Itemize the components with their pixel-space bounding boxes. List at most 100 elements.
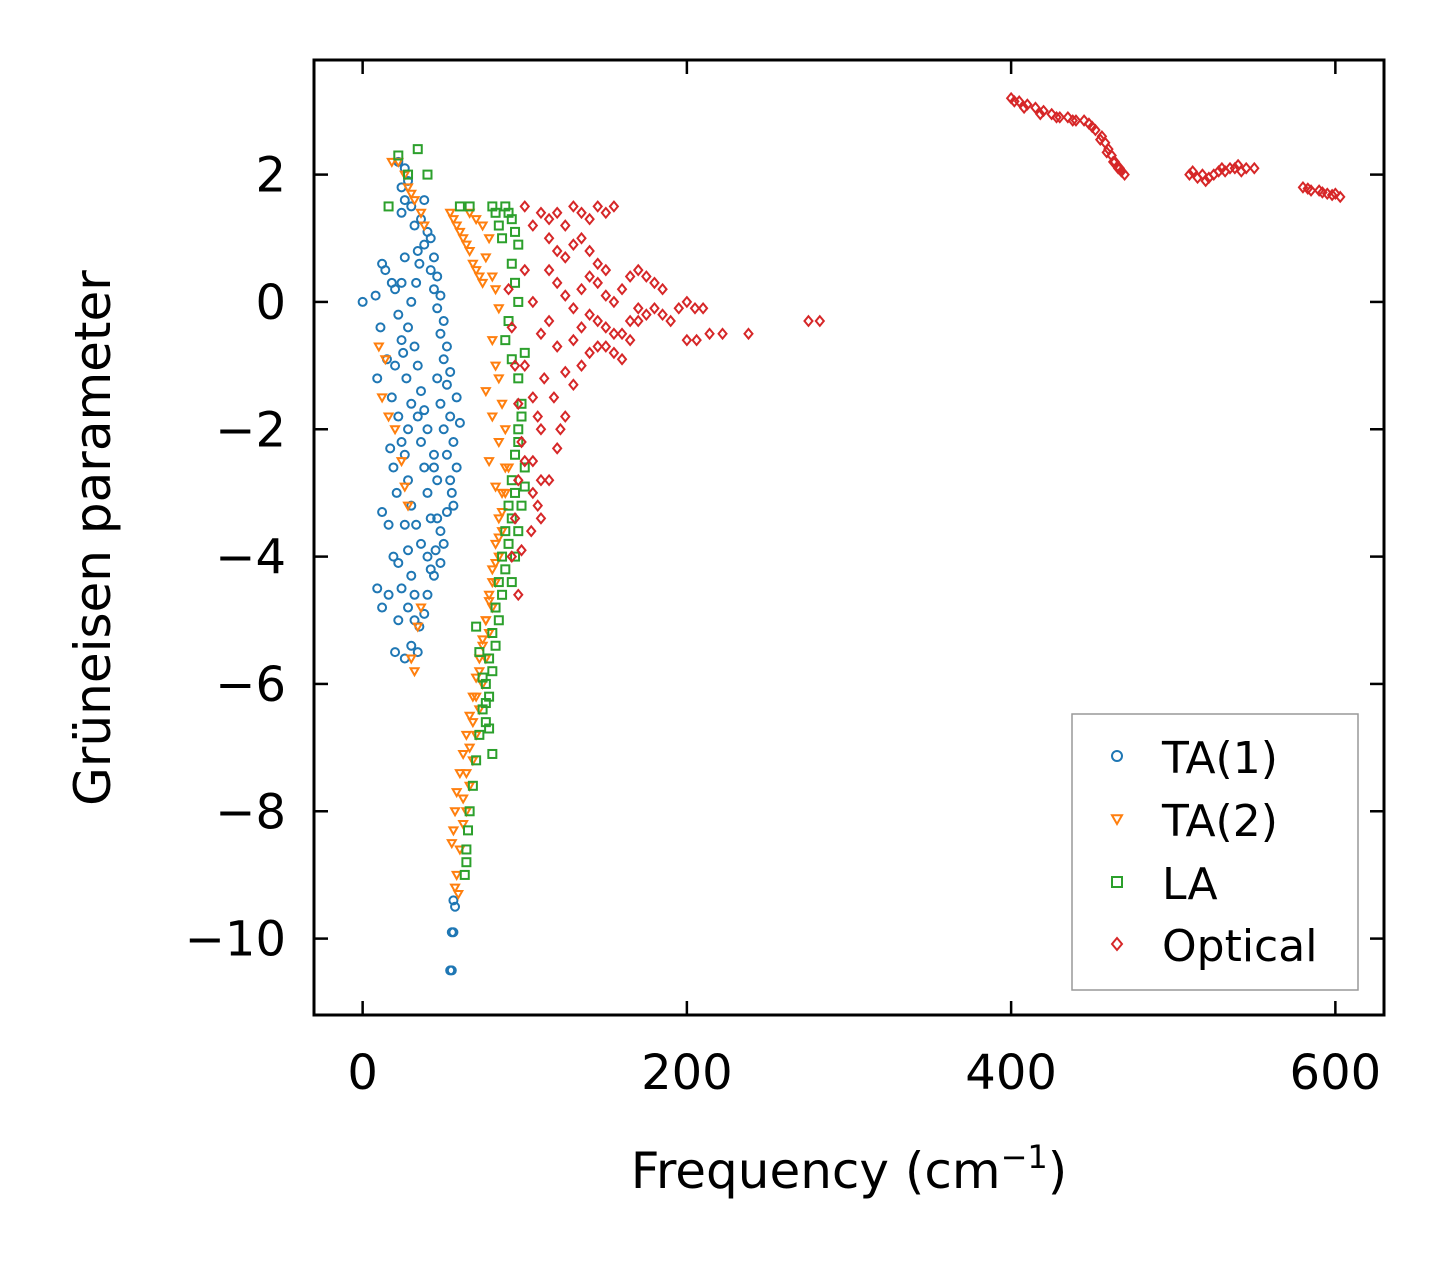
data-point — [435, 557, 446, 568]
data-point — [1046, 107, 1057, 121]
data-point — [568, 378, 579, 392]
data-point — [490, 207, 501, 218]
data-point — [480, 616, 492, 627]
data-point — [497, 551, 508, 562]
data-point — [1086, 120, 1098, 134]
data-point — [463, 825, 474, 836]
data-point — [445, 475, 456, 486]
data-point — [411, 519, 422, 530]
data-point — [568, 301, 579, 315]
data-point — [704, 327, 715, 341]
data-point — [454, 417, 465, 428]
data-point — [467, 780, 478, 791]
data-point — [393, 615, 404, 626]
series-ta-1- — [357, 156, 465, 976]
data-point — [1078, 114, 1090, 127]
data-point — [401, 373, 412, 384]
y-tick-label: −10 — [185, 912, 286, 968]
data-point — [393, 557, 404, 568]
data-point — [503, 500, 514, 511]
data-point — [487, 628, 498, 638]
data-point — [568, 200, 579, 213]
data-point — [649, 276, 660, 290]
data-point — [422, 424, 433, 435]
data-point — [390, 360, 401, 371]
data-point — [383, 519, 394, 530]
data-point — [535, 327, 547, 341]
data-point — [665, 314, 676, 328]
data-point — [568, 238, 579, 251]
data-point — [412, 360, 423, 371]
data-point — [490, 602, 501, 613]
data-point — [483, 234, 495, 245]
data-point — [448, 927, 459, 938]
data-point — [438, 316, 449, 327]
legend-label-optical: Optical — [1162, 921, 1317, 972]
data-point — [480, 717, 491, 728]
data-point — [600, 206, 612, 220]
data-point — [1229, 161, 1241, 175]
data-point — [416, 437, 426, 447]
data-point — [516, 543, 527, 557]
data-point — [1317, 186, 1328, 199]
data-point — [393, 309, 404, 320]
data-point — [1114, 161, 1126, 175]
data-point — [425, 233, 436, 244]
data-point — [624, 314, 636, 328]
data-point — [409, 341, 420, 352]
data-point — [503, 538, 514, 549]
data-point — [435, 398, 446, 409]
data-point — [422, 589, 433, 600]
data-point — [543, 263, 555, 277]
data-point — [399, 482, 411, 493]
data-point — [405, 654, 417, 665]
data-point — [450, 870, 463, 881]
data-point — [386, 157, 398, 168]
data-point — [428, 252, 439, 263]
data-point — [419, 462, 430, 473]
data-point — [510, 226, 521, 237]
data-point — [435, 328, 446, 339]
data-point — [449, 883, 461, 894]
data-point — [405, 189, 417, 200]
data-point — [441, 449, 452, 460]
data-point — [425, 265, 436, 276]
data-point — [444, 208, 456, 219]
x-tick-label: 600 — [1290, 1045, 1382, 1101]
data-point — [516, 435, 527, 449]
y-axis-title: Grüneisen parameter — [64, 270, 122, 806]
data-point — [641, 270, 652, 283]
data-point — [370, 290, 381, 301]
data-point — [402, 183, 414, 194]
data-point — [496, 399, 508, 410]
data-point — [510, 449, 521, 460]
data-point — [446, 487, 457, 498]
data-point — [428, 462, 439, 473]
data-point — [600, 321, 612, 334]
data-point — [1051, 110, 1062, 124]
data-point — [1197, 168, 1208, 181]
data-point — [372, 583, 383, 594]
data-point — [445, 366, 456, 377]
data-point — [461, 844, 472, 855]
data-point — [372, 373, 383, 384]
data-point — [1240, 161, 1252, 175]
data-point — [408, 667, 421, 678]
data-point — [1009, 95, 1020, 108]
data-point — [509, 512, 521, 525]
data-point — [1334, 190, 1346, 204]
data-point — [408, 196, 421, 207]
data-point — [470, 692, 482, 703]
data-point — [516, 500, 527, 511]
data-point — [402, 501, 414, 512]
data-point — [391, 487, 402, 498]
data-point — [1054, 110, 1066, 124]
data-point — [412, 246, 423, 256]
x-axis-title-suffix: ) — [1048, 1142, 1068, 1200]
data-point — [467, 718, 479, 729]
data-point — [422, 551, 433, 562]
x-tick-label: 200 — [641, 1045, 733, 1101]
data-point — [1101, 145, 1113, 159]
data-point — [519, 481, 530, 492]
x-axis-title: Frequency (cm−1) — [631, 1138, 1068, 1200]
